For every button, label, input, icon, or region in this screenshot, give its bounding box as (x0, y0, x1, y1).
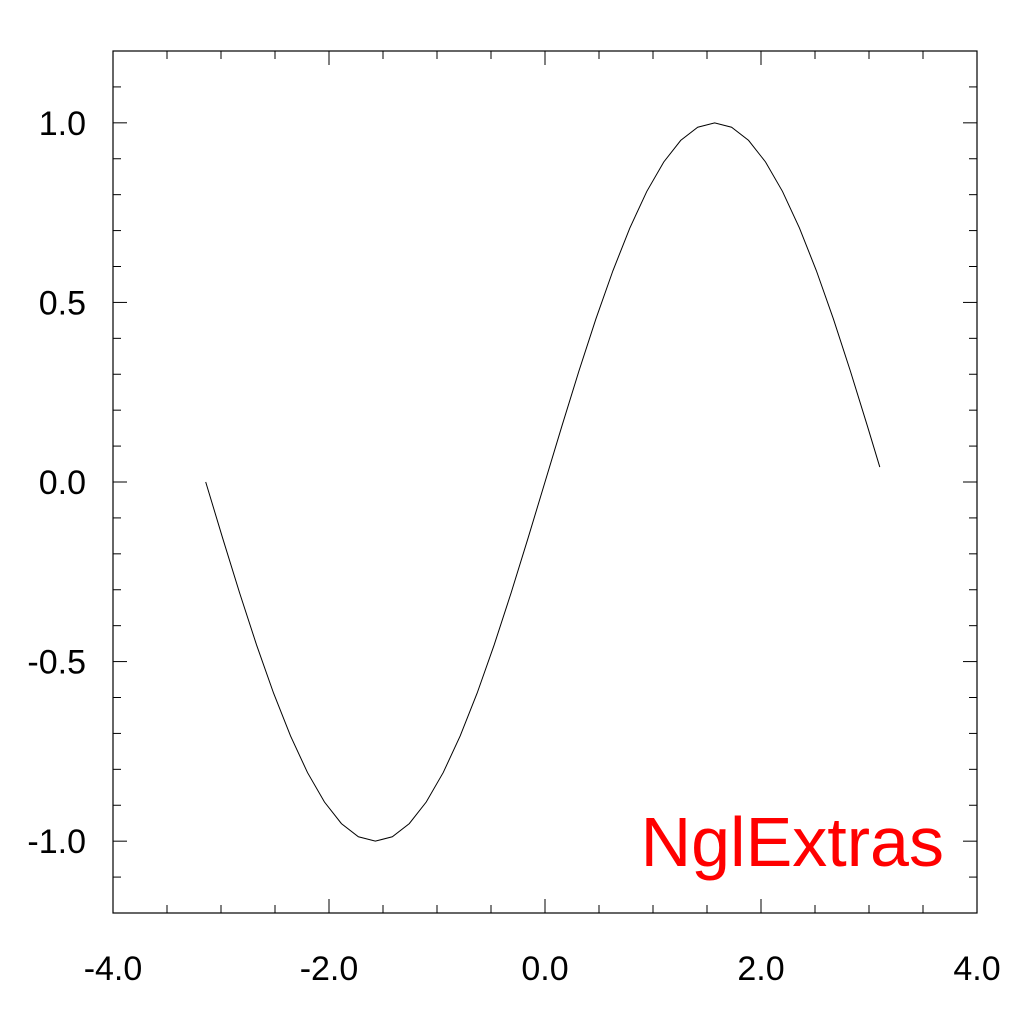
annotation-nglextras: NglExtras (641, 803, 944, 881)
x-tick-label: 0.0 (521, 950, 568, 988)
series-line (205, 122, 881, 842)
y-tick-label: -1.0 (27, 823, 86, 861)
y-tick-labels: -1.0 -0.5 0.0 0.5 1.0 (27, 105, 86, 861)
x-tick-label: -4.0 (84, 950, 143, 988)
y-tick-label: 0.5 (39, 284, 86, 322)
x-tick-label: 4.0 (953, 950, 1000, 988)
y-tick-label: -0.5 (27, 644, 86, 682)
x-tick-labels: -4.0 -2.0 0.0 2.0 4.0 (84, 950, 1001, 988)
y-tick-label: 1.0 (39, 105, 86, 143)
x-tick-label: 2.0 (737, 950, 784, 988)
y-tick-label: 0.0 (39, 464, 86, 502)
x-tick-label: -2.0 (300, 950, 359, 988)
tick-marks (112, 50, 978, 914)
